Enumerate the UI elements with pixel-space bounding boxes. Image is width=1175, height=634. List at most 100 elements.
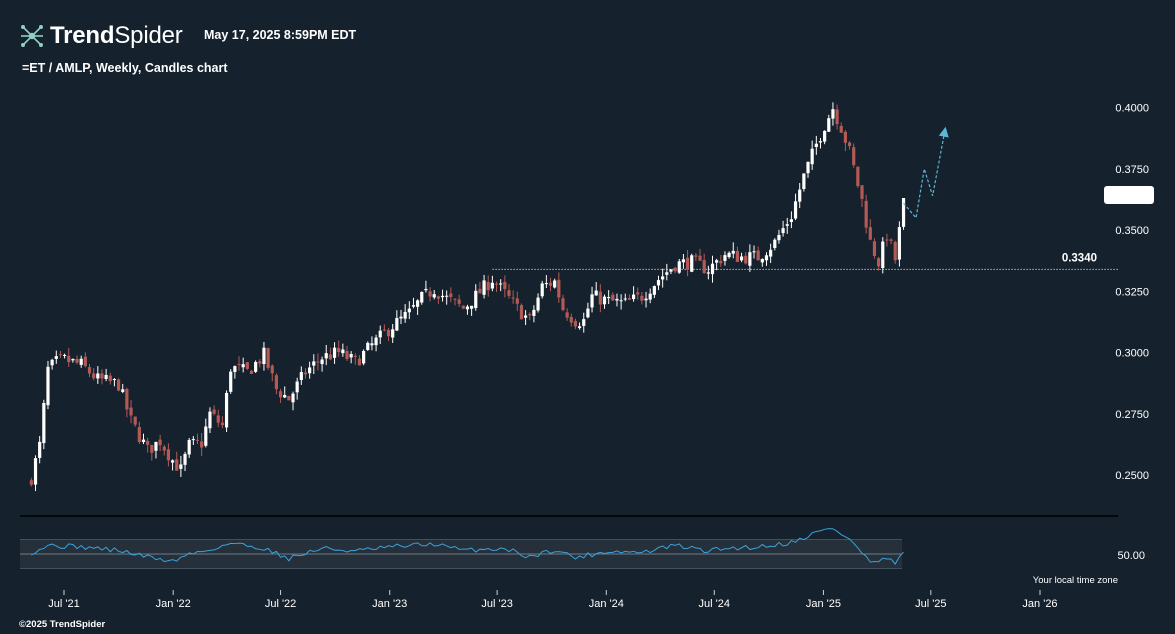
candle-up bbox=[644, 298, 648, 301]
last-price-tag bbox=[1104, 186, 1154, 204]
x-tick-label: Jan '22 bbox=[156, 598, 191, 610]
candle-down bbox=[885, 239, 889, 241]
candle-up bbox=[71, 358, 75, 361]
candle-down bbox=[87, 367, 92, 374]
candle-up bbox=[818, 141, 823, 143]
y-tick-label: 0.4000 bbox=[1115, 103, 1149, 115]
chart-datetime: May 17, 2025 8:59PM EDT bbox=[204, 28, 357, 42]
candle-down bbox=[889, 239, 893, 241]
candle-up bbox=[445, 295, 449, 297]
candle-down bbox=[744, 255, 748, 264]
candle-up bbox=[532, 309, 536, 316]
candle-up bbox=[241, 364, 245, 368]
candle-down bbox=[548, 282, 553, 286]
candle-up bbox=[208, 411, 212, 429]
candle-down bbox=[640, 295, 644, 301]
candle-up bbox=[474, 290, 478, 309]
candle-down bbox=[100, 373, 104, 379]
candle-down bbox=[864, 200, 868, 228]
candle-up bbox=[594, 290, 598, 296]
support-label: 0.3340 bbox=[1062, 252, 1097, 264]
timezone-note: Your local time zone bbox=[1032, 575, 1118, 586]
candle-down bbox=[258, 361, 262, 364]
candle-down bbox=[245, 362, 249, 369]
candle-down bbox=[735, 250, 740, 262]
candle-up bbox=[710, 263, 715, 275]
candle-up bbox=[681, 259, 686, 263]
candle-down bbox=[175, 459, 179, 471]
candle-up bbox=[170, 460, 175, 463]
candle-up bbox=[806, 161, 810, 174]
candle-down bbox=[561, 298, 565, 311]
candle-up bbox=[79, 358, 83, 365]
candle-down bbox=[108, 375, 112, 382]
y-tick-label: 0.2500 bbox=[1115, 470, 1149, 482]
projection-group bbox=[903, 126, 949, 220]
x-tick-label: Jul '21 bbox=[48, 598, 79, 610]
candle-up bbox=[349, 354, 353, 358]
x-tick-label: Jan '26 bbox=[1022, 598, 1057, 610]
candle-up bbox=[299, 372, 303, 381]
candle-down bbox=[569, 316, 573, 323]
candle-down bbox=[565, 312, 569, 318]
candle-down bbox=[166, 449, 171, 461]
candle-down bbox=[503, 281, 507, 290]
candle-up bbox=[374, 337, 378, 346]
candle-down bbox=[872, 241, 877, 256]
candle-up bbox=[731, 250, 735, 254]
candle-up bbox=[490, 282, 494, 289]
candle-up bbox=[586, 308, 590, 318]
candle-up bbox=[785, 224, 789, 226]
candle-up bbox=[50, 359, 54, 366]
candle-down bbox=[627, 298, 632, 300]
candle-up bbox=[332, 347, 337, 358]
candle-down bbox=[877, 258, 881, 267]
candle-down bbox=[303, 372, 308, 375]
candle-up bbox=[482, 280, 486, 295]
candle-up bbox=[536, 297, 540, 311]
candle-up bbox=[544, 283, 548, 285]
y-tick-label: 0.3500 bbox=[1115, 225, 1149, 237]
candle-down bbox=[519, 305, 524, 320]
candle-down bbox=[58, 354, 63, 356]
candle-down bbox=[195, 439, 200, 441]
candle-up bbox=[366, 342, 370, 350]
candle-down bbox=[133, 416, 137, 425]
candle-down bbox=[316, 361, 320, 363]
candle-up bbox=[416, 300, 420, 307]
candle-down bbox=[357, 358, 362, 366]
candle-up bbox=[752, 251, 756, 253]
candle-down bbox=[457, 299, 461, 304]
candle-down bbox=[856, 166, 860, 187]
candle-up bbox=[777, 234, 781, 241]
candle-up bbox=[420, 291, 424, 303]
candle-up bbox=[154, 441, 158, 451]
x-tick-label: Jan '24 bbox=[589, 598, 624, 610]
rsi-panel: 50.00 bbox=[20, 515, 1145, 569]
candle-up bbox=[669, 269, 673, 272]
candle-up bbox=[602, 296, 607, 305]
candle-down bbox=[860, 185, 864, 199]
candle-up bbox=[789, 219, 794, 222]
candle-up bbox=[38, 441, 42, 458]
candle-up bbox=[191, 439, 195, 441]
candle-up bbox=[362, 350, 366, 364]
candle-down bbox=[428, 291, 432, 297]
candle-down bbox=[719, 260, 723, 264]
candle-up bbox=[320, 359, 324, 365]
candle-down bbox=[220, 422, 225, 426]
candle-down bbox=[453, 298, 457, 300]
candle-down bbox=[685, 257, 690, 270]
candle-up bbox=[540, 283, 544, 297]
x-tick-label: Jan '25 bbox=[806, 598, 841, 610]
candle-down bbox=[839, 125, 843, 133]
candle-down bbox=[129, 407, 133, 416]
candle-down bbox=[507, 290, 511, 296]
candle-down bbox=[698, 255, 702, 261]
candle-up bbox=[827, 118, 831, 132]
candle-up bbox=[706, 272, 710, 274]
candle-up bbox=[881, 241, 885, 269]
candle-down bbox=[694, 255, 698, 257]
brand-name: TrendSpider bbox=[50, 22, 183, 49]
